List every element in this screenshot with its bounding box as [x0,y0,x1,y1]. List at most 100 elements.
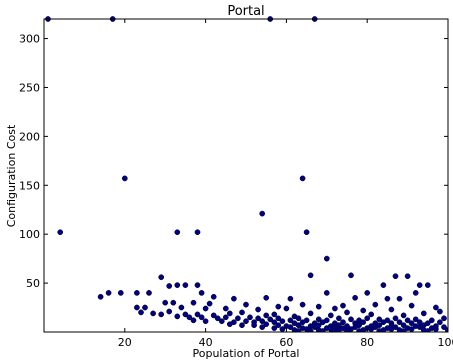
scatter-point [166,308,173,315]
scatter-point [299,301,306,308]
scatter-point [380,319,387,326]
scatter-point [441,315,447,322]
scatter-point [259,210,266,217]
scatter-point [186,314,193,321]
y-tick-label: 200 [19,130,40,143]
scatter-point [299,175,306,182]
scatter-point [348,316,354,323]
scatter-point [332,305,338,312]
scatter-point [372,301,379,308]
y-tick-label: 300 [19,33,40,46]
scatter-point [142,304,148,311]
scatter-point [408,302,415,309]
scatter-point [210,293,217,300]
scatter-point [352,294,358,301]
scatter-point [178,304,185,311]
scatter-point [263,294,270,301]
scatter-point [198,290,205,296]
x-tick-label: 20 [118,336,132,349]
scatter-point [303,229,310,236]
scatter-point [97,293,104,300]
scatter-point [259,318,266,325]
scatter-point [271,325,278,331]
scatter-point [332,328,338,332]
scatter-point [190,317,197,324]
scatter-point [412,290,419,296]
scatter-point [255,315,261,322]
scatter-point [340,319,346,326]
scatter-point [323,290,330,296]
y-axis: 50 100 150 200 250 300 [19,33,448,290]
scatter-point [307,328,314,332]
scatter-point [198,314,205,321]
scatter-point [428,317,435,324]
scatter-point [433,304,439,311]
scatter-point [251,322,257,329]
scatter-point [150,310,156,317]
plot-frame [43,18,449,333]
scatter-point [174,229,181,236]
scatter-point [295,328,302,332]
scatter-point [364,290,371,296]
scatter-point [396,295,403,302]
scatter-point [408,320,415,327]
scatter-point [170,299,177,306]
scatter-point [231,295,237,302]
scatter-point [226,310,233,317]
scatter-point [396,319,403,326]
scatter-point [307,310,314,317]
scatter-point [404,273,411,280]
scatter-point [368,311,375,318]
scatter-point [275,322,282,329]
scatter-point [267,316,274,323]
scatter-point [336,315,342,322]
chart-title: Portal [227,4,264,19]
x-axis-label: Population of Portal [193,347,300,360]
y-axis-label: Configuration Cost [5,124,18,227]
scatter-point [364,315,371,322]
scatter-point [190,299,197,306]
scatter-point [105,290,112,296]
scatter-point [117,290,124,296]
scatter-point [424,282,431,288]
scatter-point [287,324,294,330]
scatter-point [255,306,261,313]
scatter-point [315,316,322,323]
scatter-point [433,326,439,332]
scatter-point [247,314,253,321]
scatter-point [420,310,427,317]
scatter-point [295,315,302,322]
scatter-point [263,312,270,319]
scatter-point [424,328,431,332]
scatter-point [218,318,225,325]
scatter-point [287,317,294,324]
scatter-point [174,282,181,288]
scatter-point [243,318,249,325]
scatter-point [283,305,290,312]
x-axis: 20 40 60 80 100 [118,19,453,349]
scatter-point [287,295,294,302]
scatter-point [299,319,306,326]
scatter-point [194,311,201,318]
scatter-point [441,324,447,330]
scatter-point [376,316,383,323]
scatter-point [194,282,201,288]
scatter-point [348,272,354,279]
scatter-point [404,317,411,324]
scatter-point [162,299,169,306]
scatter-point [57,229,64,236]
scatter-point [392,273,399,280]
scatter-point [235,315,241,322]
scatter-point [121,175,128,182]
scatter-point [194,229,201,236]
x-tick-label: 80 [360,336,374,349]
scatter-point [307,272,314,279]
scatter-point [344,309,350,316]
scatter-point [437,308,443,315]
scatter-point [259,324,266,330]
scatter-point [158,274,165,281]
scatter-point [416,324,423,330]
scatter-point [239,309,245,316]
scatter-point [356,328,362,332]
